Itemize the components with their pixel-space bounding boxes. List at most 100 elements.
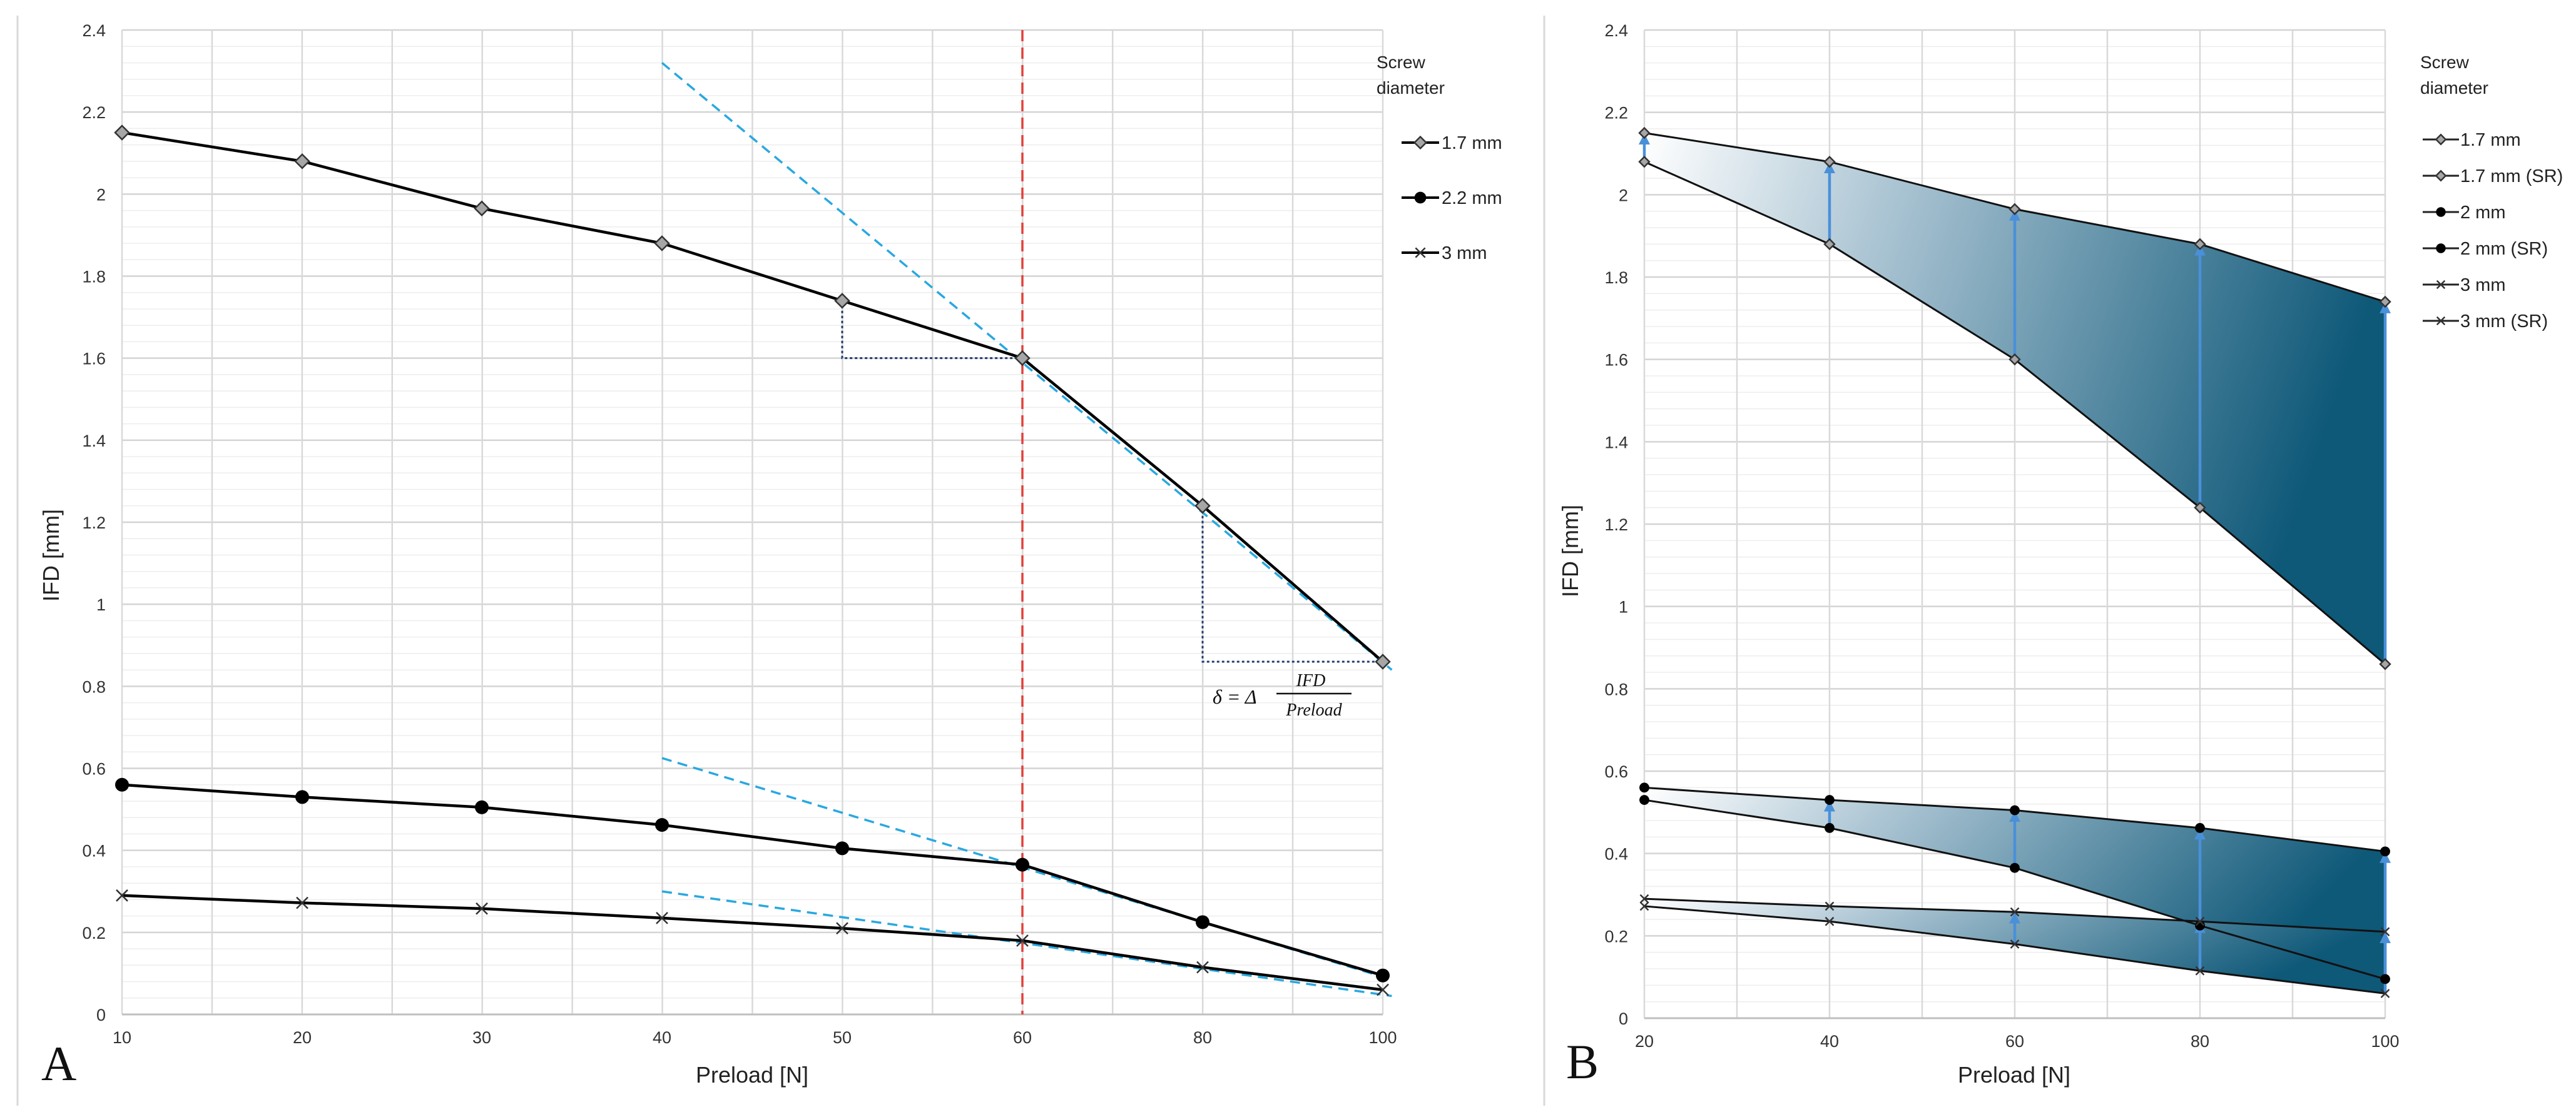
panel-b-legend: Screw diameter 1.7 mm 1.7 mm (SR) 2 mm 2 mm… [2420, 53, 2563, 331]
panel-a-legend: Screw diameter 1.7 mm 2.2 mm 3 mm [1377, 53, 1502, 263]
legend-marker [2436, 243, 2446, 253]
slope-triangle [1201, 505, 1383, 663]
panel-a-y-ticks: 0 0.2 0.4 0.6 0.8 1 1.2 1.4 1.6 1.8 2 2.2 2.4 [82, 21, 106, 1024]
panel-a-y-tick-label: 1.2 [82, 513, 106, 532]
legend-title-line2: diameter [1377, 78, 1445, 98]
series-line-1-7-mm [121, 131, 1384, 663]
panel-a-y-tick-label: 1 [96, 595, 106, 614]
data-point [1376, 968, 1390, 983]
data-point [1638, 126, 1651, 139]
tangent-line [661, 890, 1392, 998]
data-point [1375, 654, 1391, 670]
panel-a: 0 0.2 0.4 0.6 0.8 1 1.2 1.4 1.6 1.8 2 2.2 2.4 10 20 30… [38, 21, 1502, 1091]
data-point [1638, 155, 1651, 168]
data-point [2195, 822, 2205, 833]
legend-marker [2436, 316, 2446, 326]
data-point [655, 818, 669, 832]
panel-b-y-tick-label: 1.2 [1604, 515, 1628, 534]
panel-b-x-tick-label: 20 [1635, 1032, 1654, 1051]
panel-a-y-tick-label: 0.2 [82, 924, 106, 943]
data-point [296, 896, 308, 909]
panel-a-xlabel: Preload [N] [696, 1062, 808, 1088]
data-point [2194, 238, 2206, 251]
panel-a-x-tick-label: 50 [833, 1028, 852, 1047]
legend-label: 2.2 mm [1442, 188, 1502, 208]
data-point [1825, 916, 1835, 926]
panel-a-x-tick-label: 30 [472, 1028, 491, 1047]
legend-marker [2436, 280, 2446, 290]
data-point [476, 902, 488, 915]
legend-label: 1.7 mm [1442, 133, 1502, 153]
legend-label: 3 mm (SR) [2460, 311, 2548, 331]
data-point [1016, 934, 1029, 947]
panel-b-x-tick-label: 80 [2191, 1032, 2209, 1051]
data-point [654, 235, 670, 251]
data-point [474, 200, 490, 217]
legend-label: 2 mm (SR) [2460, 239, 2548, 259]
panel-b-series [1638, 126, 2391, 998]
legend-marker [1414, 191, 1427, 204]
panel-a-y-tick-label: 2 [96, 185, 106, 204]
panel-a-ylabel: IFD [mm] [38, 509, 64, 602]
data-point [836, 922, 848, 935]
formula-prefix: δ = Δ [1213, 685, 1257, 708]
panel-a-series [114, 124, 1391, 996]
legend-marker [2436, 207, 2446, 217]
legend-b-title-line1: Screw [2420, 53, 2470, 72]
data-point [114, 124, 130, 141]
panel-a-y-tick-label: 0.4 [82, 842, 106, 861]
legend-label: 1.7 mm (SR) [2460, 166, 2563, 186]
panel-a-x-tick-label: 100 [1368, 1028, 1397, 1047]
panel-b-y-ticks: 0 0.2 0.4 0.6 0.8 1 1.2 1.4 1.6 1.8 2 2.2 2.4 [1604, 21, 1628, 1028]
data-point [475, 800, 489, 814]
data-point [295, 790, 309, 804]
data-point [1196, 961, 1209, 974]
legend-b-title-line2: diameter [2420, 78, 2488, 98]
data-point [835, 841, 849, 856]
data-point [2010, 907, 2020, 917]
panel-a-y-tick-label: 1.4 [82, 432, 106, 450]
data-point [656, 911, 668, 924]
panel-b-y-tick-label: 1 [1619, 598, 1628, 617]
panel-b: 0 0.2 0.4 0.6 0.8 1 1.2 1.4 1.6 1.8 2 2.2 2.4 20 40 60… [1557, 21, 2563, 1089]
panel-a-x-tick-label: 60 [1013, 1028, 1032, 1047]
data-point [2008, 353, 2021, 366]
data-point [2008, 203, 2021, 216]
panel-b-y-tick-label: 0.6 [1604, 762, 1628, 781]
panel-b-y-tick-label: 0.4 [1604, 845, 1628, 864]
panel-a-formula: δ = Δ IFD Preload [1213, 671, 1352, 720]
panel-b-arrows [1639, 133, 2391, 994]
data-point [1639, 782, 1649, 793]
data-point [2195, 916, 2205, 926]
legend-marker [1415, 247, 1426, 258]
data-point [2010, 862, 2020, 873]
legend-label: 1.7 mm [2460, 130, 2521, 150]
data-point [2010, 805, 2020, 816]
data-point [1825, 822, 1835, 833]
data-point [1639, 901, 1649, 911]
series-line-3-mm [121, 894, 1383, 991]
panel-b-y-tick-label: 0.2 [1604, 927, 1628, 946]
panel-b-y-tick-label: 1.6 [1604, 351, 1628, 370]
panel-b-y-tick-label: 2.2 [1604, 104, 1628, 123]
panel-a-x-tick-label: 10 [113, 1028, 131, 1047]
formula-denominator: Preload [1285, 700, 1342, 720]
data-point [294, 153, 310, 169]
data-point [1639, 894, 1649, 904]
panel-b-y-tick-label: 1.4 [1604, 433, 1628, 452]
formula-numerator: IFD [1296, 671, 1326, 690]
data-point [2379, 658, 2391, 670]
panel-a-x-tick-label: 80 [1193, 1028, 1212, 1047]
data-point [1825, 901, 1835, 911]
panel-b-xlabel: Preload [N] [1958, 1062, 2070, 1088]
panel-a-y-tick-label: 0.6 [82, 760, 106, 779]
data-point [1377, 983, 1389, 996]
panel-frames [16, 16, 1545, 1106]
data-point [2380, 989, 2390, 998]
data-point [1194, 497, 1211, 514]
panel-a-y-tick-label: 0 [96, 1006, 106, 1024]
panel-b-x-tick-label: 40 [1820, 1032, 1839, 1051]
legend-label: 2 mm [2460, 203, 2506, 223]
legend-marker [2435, 169, 2447, 182]
